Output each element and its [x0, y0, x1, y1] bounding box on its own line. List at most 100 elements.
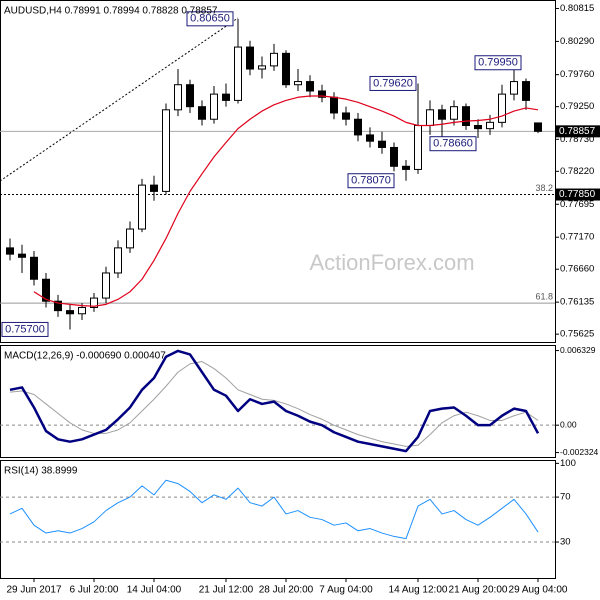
moving-average — [33, 95, 539, 307]
y-tick-label: 0.76135 — [560, 297, 594, 308]
candle-body — [342, 112, 350, 120]
y-tick-label: 0.77170 — [560, 232, 594, 243]
candle-body — [306, 81, 314, 92]
y-tick-label: 0.76660 — [560, 264, 594, 275]
candle-body — [90, 297, 98, 308]
y-tick-label: 0.75625 — [560, 329, 594, 340]
candle-body — [462, 106, 470, 127]
candle-body — [42, 278, 50, 302]
x-tick-label: 6 Jul 20:00 — [70, 585, 119, 596]
rsi-line — [9, 479, 539, 540]
candle-body — [498, 93, 506, 123]
candle-body — [66, 310, 74, 315]
y-tick-label: 30 — [560, 537, 571, 548]
annotation-label: 0.80650 — [190, 13, 230, 25]
candle-body — [246, 46, 254, 70]
y-tick-label: 70 — [560, 492, 571, 503]
candle-body — [234, 46, 242, 101]
price-box — [556, 125, 600, 138]
candle-body — [102, 272, 110, 299]
candle-body — [390, 146, 398, 167]
fib-label: 38.2 — [535, 183, 553, 193]
candle-body — [30, 256, 38, 280]
y-tick-label: 0.80290 — [560, 36, 594, 47]
panel-frame — [0, 460, 556, 579]
x-tick-label: 7 Aug 04:00 — [319, 585, 373, 596]
annotation-box — [429, 136, 477, 152]
annotation-box — [347, 173, 395, 189]
y-tick-label: -0.002324 — [560, 447, 599, 457]
candle-body — [510, 81, 518, 95]
candle-body — [438, 109, 446, 120]
candle-body — [210, 93, 218, 120]
annotation-label: 0.79620 — [373, 77, 413, 89]
annotation-label: 0.75700 — [5, 323, 45, 335]
candle-body — [474, 125, 482, 130]
candle-body — [186, 84, 194, 108]
x-tick-label: 28 Jul 20:00 — [259, 585, 314, 596]
candle-body — [534, 122, 542, 132]
annotation-box — [369, 75, 417, 91]
candle-body — [198, 106, 206, 120]
y-tick-label: 0.00 — [560, 419, 577, 429]
candle-body — [378, 140, 386, 148]
candle-body — [270, 52, 278, 67]
x-tick-label: 14 Aug 12:00 — [389, 585, 448, 596]
candle-body — [138, 184, 146, 230]
annotation-label: 0.78660 — [433, 138, 473, 150]
candle-body — [366, 134, 374, 142]
y-tick-label: 100 — [560, 458, 576, 469]
candle-body — [222, 93, 230, 101]
panel-label: RSI(14) 38.8999 — [4, 466, 78, 477]
candle-body — [18, 253, 26, 258]
candle-body — [402, 165, 410, 170]
candle-body — [330, 96, 338, 114]
candle-body — [450, 106, 458, 120]
x-tick-label: 21 Aug 20:00 — [449, 585, 508, 596]
candle-body — [126, 228, 134, 249]
candle-body — [414, 125, 422, 170]
macd-line — [9, 349, 540, 453]
candle-body — [318, 90, 326, 98]
candle-body — [522, 81, 530, 101]
candle-body — [6, 247, 14, 255]
x-tick-label: 29 Aug 04:00 — [509, 585, 568, 596]
annotation-box — [1, 321, 49, 337]
annotation-label: 0.78070 — [351, 175, 391, 187]
candle-body — [162, 109, 170, 192]
y-tick-label: 0.78220 — [560, 166, 594, 177]
annotation-box — [186, 11, 234, 27]
x-tick-label: 14 Jul 04:00 — [127, 585, 182, 596]
panel-label: MACD(12,26,9) -0.000690 0.000407 — [4, 351, 166, 362]
y-tick-label: 0.79250 — [560, 101, 594, 112]
fib-label: 61.8 — [535, 291, 553, 301]
y-tick-label: 0.79760 — [560, 69, 594, 80]
y-tick-label: 0.80815 — [560, 3, 594, 14]
annotation-label: 0.79950 — [478, 57, 518, 69]
candle-body — [486, 121, 494, 130]
panel-frame — [0, 345, 556, 458]
annotation-box — [474, 55, 522, 71]
y-tick-label: 0.006329 — [560, 345, 596, 355]
price-box — [556, 188, 600, 201]
candle-body — [150, 184, 158, 192]
candle-body — [354, 118, 362, 136]
x-tick-label: 21 Jul 12:00 — [199, 585, 254, 596]
candle-body — [78, 306, 86, 315]
y-tick-label: 0.77695 — [560, 199, 594, 210]
candle-body — [426, 109, 434, 127]
candle-body — [174, 84, 182, 111]
panel-label: AUDUSD,H4 0.78991 0.78994 0.78828 0.7885… — [4, 6, 218, 17]
trend-line — [0, 17, 239, 182]
candle-body — [258, 65, 266, 70]
x-tick-label: 29 Jun 2017 — [6, 585, 61, 596]
price-box-label: 0.77850 — [559, 189, 596, 200]
candle-body — [54, 300, 62, 312]
current-price-label: 0.78857 — [559, 126, 596, 137]
candle-body — [114, 247, 122, 274]
y-tick-label: 0.78730 — [560, 134, 594, 145]
candle-body — [282, 52, 290, 86]
watermark: ActionForex.com — [309, 250, 474, 275]
candle-body — [294, 81, 302, 86]
